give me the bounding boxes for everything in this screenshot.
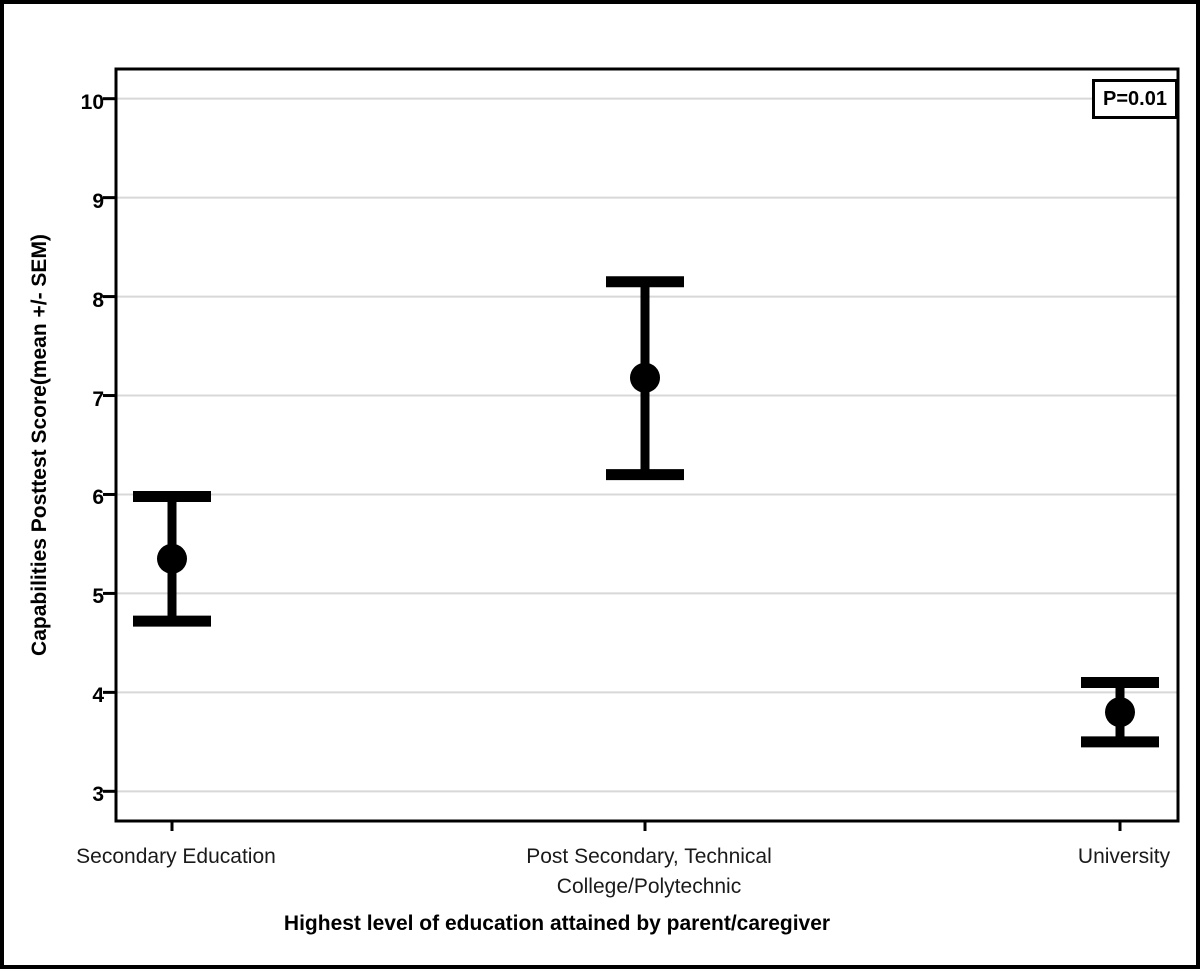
y-tick-label-7: 7 <box>92 387 104 411</box>
plot-frame <box>114 67 1180 823</box>
x-category-label-line: College/Polytechnic <box>556 875 742 898</box>
mean-point-university <box>1105 697 1135 728</box>
y-tick-label-3: 3 <box>92 783 104 807</box>
x-category-label-line: Secondary Education <box>76 845 276 868</box>
y-tick-label-8: 8 <box>92 288 104 312</box>
y-tick-label-5: 5 <box>92 585 104 609</box>
x-category-label-post-secondary-technical: Post Secondary, Technical College/Polytec… <box>469 842 829 902</box>
x-category-label-line: University <box>1077 845 1171 868</box>
mean-point-secondary-education <box>157 543 187 574</box>
x-axis-title: Highest level of education attained by p… <box>283 912 831 935</box>
errorbar-chart-canvas <box>103 67 1180 831</box>
p-value-label: P=0.01 <box>1103 88 1167 110</box>
x-category-label-secondary-education: Secondary Education <box>4 842 356 872</box>
y-tick-label-9: 9 <box>92 189 104 213</box>
y-axis-title: Capabilities Posttest Score(mean +/- SEM… <box>28 234 51 656</box>
y-tick-label-10: 10 <box>80 90 104 114</box>
y-tick-label-6: 6 <box>92 486 104 510</box>
y-tick-label-4: 4 <box>92 684 104 708</box>
x-category-label-university: University <box>944 842 1196 872</box>
x-category-label-line: Post Secondary, Technical <box>526 845 772 868</box>
mean-point-post-secondary-technical-college-polytechnic <box>630 362 660 393</box>
p-value-box: P=0.01 <box>1092 79 1178 119</box>
